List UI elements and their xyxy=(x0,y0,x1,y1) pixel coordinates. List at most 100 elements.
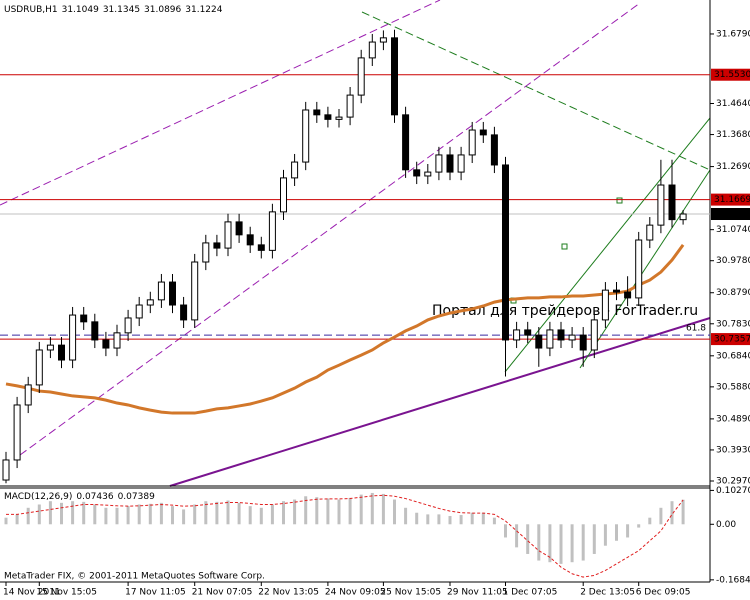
drawings xyxy=(0,0,711,487)
candle-body xyxy=(35,349,43,386)
header-value: 31.1224 xyxy=(185,5,222,15)
footer: MetaTrader FIX, © 2001-2011 MetaQuotes S… xyxy=(4,572,265,582)
macd-bar xyxy=(526,524,530,554)
candle-body xyxy=(224,221,232,249)
level-label-bg xyxy=(711,333,750,346)
candle-body xyxy=(590,319,598,351)
x-tick-label: 29 Nov 11:05 xyxy=(447,588,508,598)
y-tick-label: 30.3930 xyxy=(716,445,750,455)
macd-bar xyxy=(315,497,319,525)
y-tick-label: 30.6840 xyxy=(716,351,750,361)
macd-header-value: 0.07436 xyxy=(76,492,113,502)
candle-body xyxy=(468,129,476,156)
candle-body xyxy=(2,459,10,481)
macd-bar xyxy=(537,524,541,561)
candle-body xyxy=(102,339,110,349)
macd-bar xyxy=(4,517,8,525)
candle-body xyxy=(80,314,88,323)
macd-bar xyxy=(481,512,485,525)
macd-bar xyxy=(137,504,141,525)
candle-body xyxy=(502,164,509,341)
candle-body xyxy=(46,344,54,351)
x-tick-label: 21 Nov 07:05 xyxy=(192,588,253,598)
macd-bar xyxy=(492,517,496,525)
candle-body xyxy=(169,281,176,306)
candle-body xyxy=(391,37,398,116)
signal-line xyxy=(6,494,684,578)
level-label-bg xyxy=(711,193,750,206)
macd-bar xyxy=(215,501,219,525)
x-tick-label: 6 Dec 09:05 xyxy=(636,588,691,598)
level-label: 30.7357 xyxy=(714,335,750,345)
macd-bar xyxy=(159,502,163,525)
header: USDRUB,H1 31.1049 31.1345 31.0896 31.1224 xyxy=(4,5,223,15)
macd-bar xyxy=(193,504,197,525)
candle-body xyxy=(213,242,221,249)
macd-bar xyxy=(348,497,352,525)
macd-bar xyxy=(293,499,297,525)
candle-body xyxy=(601,289,609,321)
candle-body xyxy=(191,261,199,321)
macd-bar xyxy=(104,507,108,525)
x-tick-label: 15 Nov 15:05 xyxy=(36,588,97,598)
y-tick-label: -0.16849 xyxy=(716,575,750,585)
candle-body xyxy=(479,129,487,136)
y-tick-label: 30.8790 xyxy=(716,288,750,298)
y-tick-label: 31.4640 xyxy=(716,99,750,109)
candle-body xyxy=(490,134,498,166)
candle-body xyxy=(235,221,243,236)
macd-bar xyxy=(204,501,208,525)
macd-bar xyxy=(82,501,86,525)
y-tick-label: 0.00 xyxy=(716,520,736,530)
macd-header: MACD(12,26,9) 0.07436 0.07389 xyxy=(4,492,155,502)
y-tick-label: 30.4890 xyxy=(716,414,750,424)
header-value: 31.1049 xyxy=(62,5,99,15)
macd-bar xyxy=(248,506,252,525)
macd-header-value: MACD(12,26,9) xyxy=(4,492,72,502)
candle-body xyxy=(457,154,465,173)
macd-bar xyxy=(592,524,596,554)
candle-body xyxy=(435,154,443,173)
macd-bar xyxy=(237,502,241,525)
macd-bar xyxy=(393,499,396,525)
candle-body xyxy=(568,334,576,341)
macd-header-value: 0.07389 xyxy=(118,492,155,502)
trend-line xyxy=(169,317,711,487)
macd-bar xyxy=(426,514,430,525)
candle-body xyxy=(302,109,310,163)
macd-bar xyxy=(71,501,75,525)
last-price-bg xyxy=(711,208,750,221)
candle-body xyxy=(58,344,65,361)
watermark: Портал для трейдеров - ForTrader.ru xyxy=(432,303,698,319)
macd-bar xyxy=(60,502,63,525)
last-price-label: 31.1224 xyxy=(714,210,750,220)
macd-bar xyxy=(15,514,19,525)
level-label: 31.1669 xyxy=(714,195,750,205)
macd-bar xyxy=(437,514,441,525)
candle-body xyxy=(124,317,132,334)
moving-average xyxy=(5,243,685,415)
header-value: 31.1345 xyxy=(103,5,140,15)
macd-bar xyxy=(48,501,52,525)
candle-body xyxy=(668,184,676,221)
y-tick-label: 30.9780 xyxy=(716,256,750,266)
candle-body xyxy=(324,114,332,120)
macd-bar xyxy=(326,498,330,525)
macd-bar xyxy=(282,501,285,525)
y-tick-label: 31.3680 xyxy=(716,130,750,140)
trend-line xyxy=(361,11,711,171)
candle-body xyxy=(335,116,343,120)
candle-body xyxy=(368,41,376,59)
candle-body xyxy=(291,161,299,179)
y-tick-label: 31.2690 xyxy=(716,162,750,172)
macd-bar xyxy=(670,501,674,525)
y-tick-label: 30.7830 xyxy=(716,319,750,329)
y-tick-label: 30.5880 xyxy=(716,382,750,392)
candle-body xyxy=(557,329,565,341)
x-tick-label: 1 Dec 07:05 xyxy=(503,588,558,598)
macd-bar xyxy=(126,506,130,525)
y-tick-label: 30.2970 xyxy=(716,476,750,486)
macd-bar xyxy=(626,524,630,538)
